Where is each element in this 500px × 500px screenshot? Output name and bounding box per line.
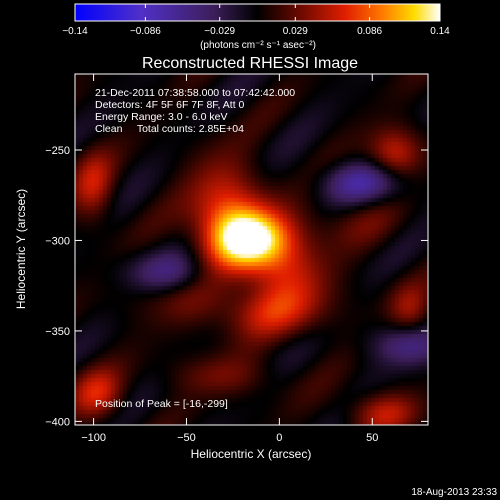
- plot-frame: [74, 73, 429, 426]
- peak-position-label: Position of Peak = [-16,-299]: [95, 398, 228, 410]
- colorbar-tick-label: −0.14: [62, 26, 88, 37]
- y-axis-label: Heliocentric Y (arcsec): [14, 189, 28, 309]
- heatmap-image: [75, 74, 428, 425]
- annotation-energy-range: Energy Range: 3.0 - 6.0 keV: [95, 111, 228, 123]
- x-axis-label: Heliocentric X (arcsec): [191, 447, 312, 461]
- footer-timestamp: 18-Aug-2013 23:33: [411, 487, 497, 498]
- colorbar-tick-label: −0.029: [204, 26, 235, 37]
- colorbar-tick-label: −0.086: [130, 26, 161, 37]
- colorbar-gradient: [75, 4, 440, 21]
- y-tick-label: −350: [45, 326, 70, 338]
- colorbar-tick-label: 0.14: [430, 26, 450, 37]
- heatmap-plot: −100 −50 0 50 −250 −300 −350 −400: [45, 73, 429, 444]
- colorbar-unit-label: (photons cm⁻² s⁻¹ asec⁻²): [200, 40, 316, 51]
- x-tick-label: 50: [366, 432, 378, 444]
- annotation-clean-counts: Clean Total counts: 2.85E+04: [95, 123, 244, 135]
- annotation-time-range: 21-Dec-2011 07:38:58.000 to 07:42:42.000: [95, 87, 295, 99]
- annotation-block: 21-Dec-2011 07:38:58.000 to 07:42:42.000…: [95, 87, 295, 410]
- x-tick-label: −100: [81, 432, 106, 444]
- colorbar-frame: [74, 3, 441, 22]
- colorbar-tick-label: 0.029: [283, 26, 308, 37]
- colorbar-tick-label: 0.086: [357, 26, 382, 37]
- annotation-detectors: Detectors: 4F 5F 6F 7F 8F, Att 0: [95, 99, 245, 111]
- x-tick-label: −50: [177, 432, 196, 444]
- x-tick-label: 0: [276, 432, 282, 444]
- y-tick-label: −400: [45, 416, 70, 428]
- colorbar: −0.14 −0.086 −0.029 0.029 0.086 0.14 (photons…: [62, 3, 450, 51]
- y-tick-label: −250: [45, 145, 70, 157]
- chart-title: Reconstructed RHESSI Image: [142, 55, 358, 72]
- y-tick-label: −300: [45, 235, 70, 247]
